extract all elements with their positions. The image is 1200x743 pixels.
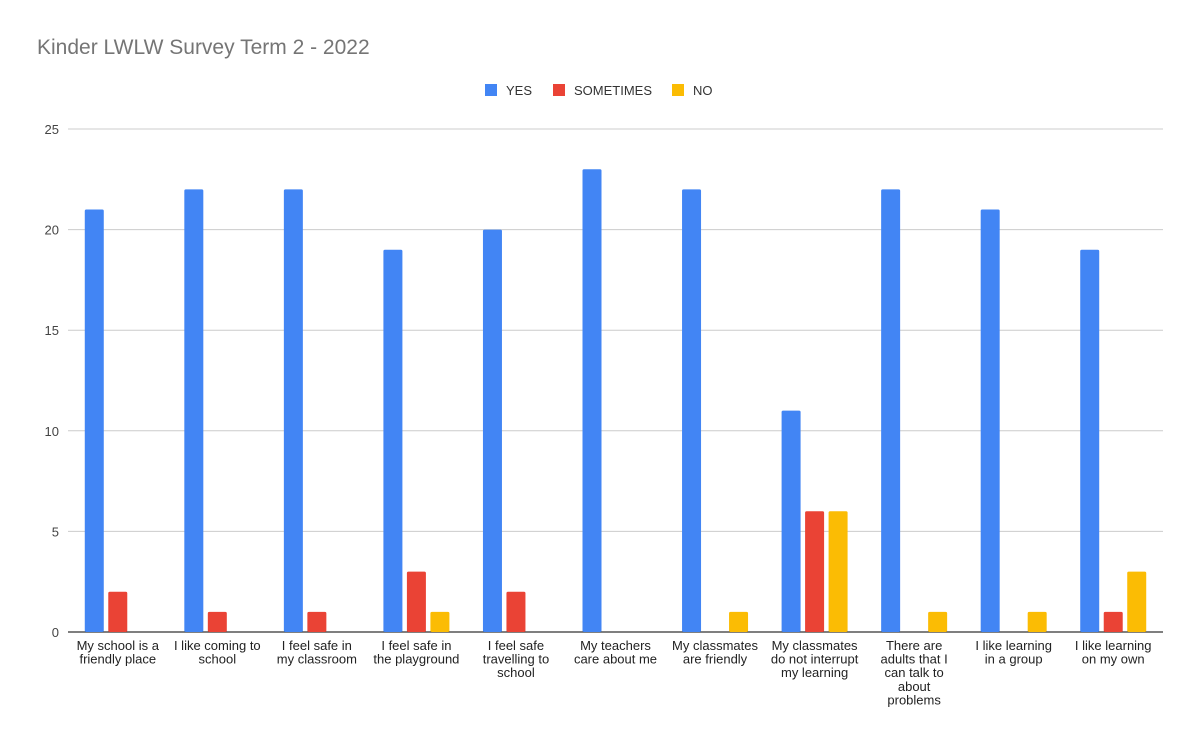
x-tick-label: school (199, 652, 237, 667)
x-tick-label: I like learning (1075, 638, 1152, 653)
x-tick-label: can talk to (885, 665, 944, 680)
x-tick-label: I feel safe in (282, 638, 352, 653)
bar-sometimes (108, 591, 128, 632)
bar-no (1027, 611, 1047, 632)
x-tick-label: I like coming to (174, 638, 261, 653)
legend-swatch (672, 84, 684, 96)
bar-sometimes (207, 611, 227, 632)
x-tick-label: There are (886, 638, 942, 653)
legend-swatch (553, 84, 565, 96)
y-tick-label: 15 (45, 323, 59, 338)
legend-swatch (485, 84, 497, 96)
legend: YES SOMETIMES NO (485, 83, 713, 98)
legend-label: SOMETIMES (574, 83, 652, 98)
x-tick-label: my classroom (277, 652, 357, 667)
x-tick-label: on my own (1082, 652, 1145, 667)
bar-no (430, 611, 450, 632)
bar-yes (582, 169, 602, 633)
x-tick-label: friendly place (79, 652, 156, 667)
x-tick-label: I like learning (975, 638, 1052, 653)
x-tick-label: My school is a (77, 638, 160, 653)
x-tick-label: My teachers (580, 638, 651, 653)
bar-yes (184, 189, 204, 633)
bar-yes (84, 209, 104, 633)
x-tick-label: about (898, 679, 931, 694)
bar-yes (383, 249, 403, 632)
bar-yes (1080, 249, 1100, 632)
bar-yes (283, 189, 303, 633)
gridlines (68, 128, 1163, 633)
y-tick-label: 25 (45, 122, 59, 137)
bar-no (928, 611, 948, 632)
chart-title: Kinder LWLW Survey Term 2 - 2022 (37, 36, 370, 59)
bar-yes (682, 189, 702, 633)
bar-yes (781, 410, 801, 632)
legend-label: YES (506, 83, 532, 98)
x-tick-label: problems (887, 692, 941, 707)
bar-no (729, 611, 749, 632)
bar-sometimes (406, 571, 426, 632)
bar-yes (881, 189, 901, 633)
x-tick-label: adults that I (881, 652, 948, 667)
x-tick-label: in a group (985, 652, 1043, 667)
bar-sometimes (805, 511, 825, 632)
x-tick-label: My classmates (772, 638, 858, 653)
legend-label: NO (693, 83, 713, 98)
y-axis-ticks: 0 5 10 15 20 25 (45, 122, 59, 640)
x-tick-label: the playground (373, 652, 459, 667)
x-tick-label: travelling to (483, 652, 549, 667)
x-tick-label: I feel safe in (381, 638, 451, 653)
y-tick-label: 20 (45, 223, 59, 238)
x-tick-label: care about me (574, 652, 657, 667)
y-tick-label: 0 (52, 625, 59, 640)
x-tick-label: I feel safe (488, 638, 544, 653)
y-tick-label: 5 (52, 524, 59, 539)
bar-no (828, 511, 848, 632)
bar-sometimes (1103, 611, 1123, 632)
bars (84, 169, 1147, 633)
bar-sometimes (307, 611, 327, 632)
bar-sometimes (506, 591, 526, 632)
bar-yes (482, 229, 502, 632)
bar-no (1127, 571, 1147, 632)
x-tick-label: do not interrupt (771, 652, 859, 667)
x-tick-label: my learning (781, 665, 848, 680)
bar-yes (980, 209, 1000, 633)
y-tick-label: 10 (45, 424, 59, 439)
x-tick-label: are friendly (683, 652, 748, 667)
x-tick-label: My classmates (672, 638, 758, 653)
x-tick-label: school (497, 665, 535, 680)
